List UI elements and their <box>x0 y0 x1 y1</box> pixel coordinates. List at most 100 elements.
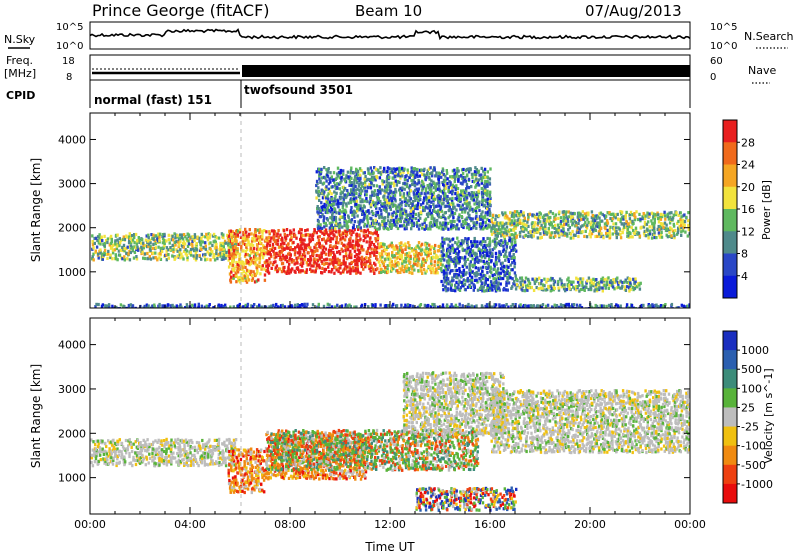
power-echo-cell <box>629 210 633 214</box>
power-echo-cell <box>553 303 556 307</box>
power-echo-cell <box>131 238 135 242</box>
power-echo-cell <box>191 235 194 239</box>
power-echo-cell <box>115 233 118 237</box>
power-echo-cell <box>496 221 499 225</box>
power-echo-cell <box>402 192 406 196</box>
power-echo-cell <box>375 184 379 188</box>
power-echo-cell <box>327 197 330 201</box>
power-echo-cell <box>474 216 478 220</box>
power-echo-cell <box>449 183 452 188</box>
power-echo-cell <box>372 243 376 247</box>
power-echo-cell <box>333 197 336 201</box>
power-echo-cell <box>292 259 295 263</box>
power-echo-cell <box>495 236 498 241</box>
power-echo-cell <box>286 260 289 264</box>
power-echo-cell <box>422 205 425 210</box>
power-echo-cell <box>117 241 120 245</box>
power-echo-cell <box>478 224 482 228</box>
power-echo-cell <box>459 181 463 185</box>
power-echo-cell <box>367 209 370 213</box>
power-echo-cell <box>237 276 240 280</box>
power-echo-cell <box>374 303 377 307</box>
power-echo-cell <box>244 249 248 253</box>
power-echo-cell <box>413 180 416 184</box>
power-echo-cell <box>488 257 491 261</box>
power-echo-cell <box>494 245 497 249</box>
power-echo-cell <box>329 228 333 232</box>
power-echo-cell <box>260 229 264 233</box>
power-echo-cell <box>504 242 507 246</box>
power-echo-cell <box>338 252 342 256</box>
power-echo-cell <box>331 213 334 217</box>
power-echo-cell <box>368 231 371 235</box>
power-echo-cell <box>621 280 624 285</box>
power-echo-cell <box>638 283 641 287</box>
power-echo-cell <box>423 196 426 200</box>
power-echo-cell <box>417 187 421 191</box>
cpid-mode-2: twofsound 3501 <box>244 83 353 97</box>
power-echo-cell <box>123 237 127 241</box>
power-echo-cell <box>334 183 337 187</box>
power-echo-cell <box>403 227 406 231</box>
power-echo-cell <box>436 255 439 259</box>
power-echo-cell <box>567 228 570 232</box>
power-echo-cell <box>539 220 542 224</box>
power-echo-cell <box>497 222 501 226</box>
power-echo-cell <box>350 166 353 170</box>
power-echo-cell <box>363 257 367 261</box>
power-echo-cell <box>453 211 457 216</box>
power-echo-cell <box>488 195 492 199</box>
power-echo-cell <box>363 224 366 228</box>
power-echo-cell <box>547 284 550 288</box>
power-echo-cell <box>355 172 358 177</box>
power-echo-cell <box>205 304 208 308</box>
power-echo-cell <box>275 255 278 259</box>
power-echo-cell <box>520 213 523 217</box>
power-echo-cell <box>518 230 522 235</box>
power-echo-cell <box>506 270 510 274</box>
power-echo-cell <box>456 246 459 250</box>
power-echo-cell <box>126 245 129 249</box>
power-echo-cell <box>254 273 257 277</box>
power-echo-cell <box>244 265 247 269</box>
power-echo-cell <box>94 249 97 253</box>
power-echo-cell <box>246 253 250 257</box>
power-echo-cell <box>584 285 587 289</box>
power-echo-cell <box>474 305 477 308</box>
power-echo-cell <box>245 280 249 284</box>
power-echo-cell <box>363 180 367 184</box>
power-echo-cell <box>477 268 480 272</box>
power-echo-cell <box>333 256 337 260</box>
power-echo-cell <box>688 232 690 236</box>
power-echo-cell <box>592 217 596 221</box>
power-echo-cell <box>345 204 348 208</box>
power-echo-cell <box>399 243 402 248</box>
power-echo-cell <box>209 258 212 262</box>
power-echo-cell <box>161 304 164 308</box>
power-echo-cell <box>489 203 492 207</box>
power-echo-cell <box>499 252 503 256</box>
power-echo-cell <box>367 171 370 175</box>
power-echo-cell <box>293 253 297 257</box>
power-echo-cell <box>422 185 426 189</box>
power-echo-cell <box>338 210 341 214</box>
power-echo-cell <box>458 175 461 179</box>
power-echo-cell <box>439 245 442 249</box>
power-echo-cell <box>589 281 592 285</box>
power-echo-cell <box>413 254 416 259</box>
power-echo-cell <box>312 264 315 268</box>
power-echo-cell <box>486 217 489 221</box>
power-echo-cell <box>114 257 118 261</box>
power-echo-cell <box>236 270 240 274</box>
power-echo-cell <box>439 254 442 258</box>
power-echo-cell <box>408 195 411 199</box>
power-echo-cell <box>324 228 328 232</box>
power-echo-cell <box>447 187 450 191</box>
power-echo-cell <box>309 233 312 237</box>
power-echo-cell <box>101 252 104 256</box>
power-echo-cell <box>473 170 477 174</box>
power-echo-cell <box>253 303 256 307</box>
power-echo-cell <box>245 245 248 249</box>
power-echo-cell <box>615 232 618 236</box>
power-echo-cell <box>340 179 343 183</box>
